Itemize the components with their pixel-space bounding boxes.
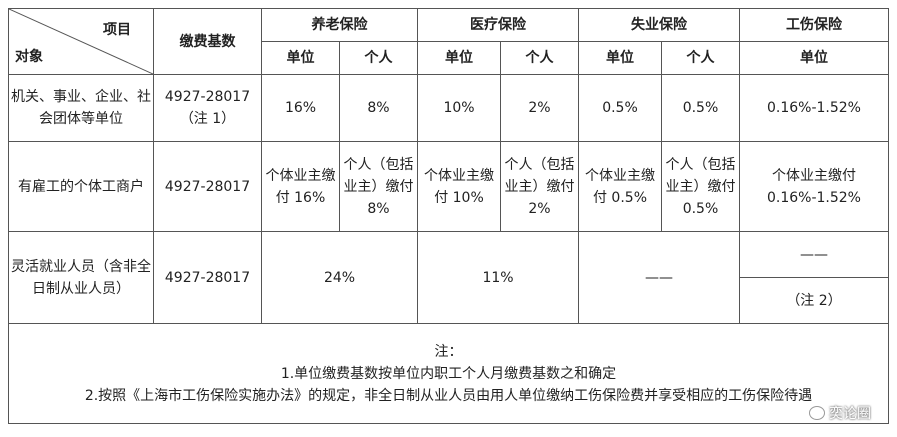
header-pension-unit: 单位 xyxy=(261,41,340,75)
row2-pension-unit: 个体业主缴付 16% xyxy=(261,141,340,232)
row3-unemp: —— xyxy=(578,231,740,324)
header-unemployment: 失业保险 xyxy=(578,8,740,42)
row3-injury-note: （注 2） xyxy=(739,277,889,324)
notes-cell: 注： 1.单位缴费基数按单位内职工个人月缴费基数之和确定 2.按照《上海市工伤保… xyxy=(8,323,889,424)
row3-injury-top: —— xyxy=(739,231,889,278)
row2-object: 有雇工的个体工商户 xyxy=(8,141,154,232)
row3-pension: 24% xyxy=(261,231,418,324)
header-injury: 工伤保险 xyxy=(739,8,889,42)
table-row: 灵活就业人员（含非全日制从业人员） 4927-28017 24% 11% —— … xyxy=(8,231,889,324)
row2-medical-personal: 个人（包括业主）缴付 2% xyxy=(500,141,579,232)
diagonal-line xyxy=(9,9,153,74)
row1-medical-personal: 2% xyxy=(500,74,579,142)
row3-object: 灵活就业人员（含非全日制从业人员） xyxy=(8,231,154,324)
header-pension-personal: 个人 xyxy=(339,41,418,75)
row1-base-note: （注 1） xyxy=(179,111,236,127)
header-unemp-personal: 个人 xyxy=(661,41,740,75)
row2-medical-unit: 个体业主缴付 10% xyxy=(417,141,501,232)
row2-injury-unit: 个体业主缴付 0.16%-1.52% xyxy=(739,141,889,232)
watermark: 奕论圈 xyxy=(809,403,871,423)
insurance-table: 项目 对象 缴费基数 养老保险 医疗保险 失业保险 工伤保险 单位 个人 单位 … xyxy=(8,8,889,424)
row1-medical-unit: 10% xyxy=(417,74,501,142)
row2-unemp-unit: 个体业主缴付 0.5% xyxy=(578,141,662,232)
header-item-label: 项目 xyxy=(103,22,131,38)
row1-unemp-personal: 0.5% xyxy=(661,74,740,142)
header-diagonal-cell: 项目 对象 xyxy=(8,8,154,75)
header-medical-unit: 单位 xyxy=(417,41,501,75)
note-2: 2.按照《上海市工伤保险实施办法》的规定，非全日制从业人员由用人单位缴纳工伤保险… xyxy=(84,387,813,404)
row1-unemp-unit: 0.5% xyxy=(578,74,662,142)
row2-base: 4927-28017 xyxy=(153,141,262,232)
row1-object: 机关、事业、企业、社会团体等单位 xyxy=(8,74,154,142)
row3-medical: 11% xyxy=(417,231,579,324)
header-medical: 医疗保险 xyxy=(417,8,579,42)
row2-unemp-personal: 个人（包括业主）缴付 0.5% xyxy=(661,141,740,232)
table-row: 有雇工的个体工商户 4927-28017 个体业主缴付 16% 个人（包括业主）… xyxy=(8,141,889,232)
notes-title: 注： xyxy=(434,343,463,360)
header-unemp-unit: 单位 xyxy=(578,41,662,75)
row3-base: 4927-28017 xyxy=(153,231,262,324)
wechat-bubble-icon xyxy=(809,406,825,420)
header-base: 缴费基数 xyxy=(153,8,262,75)
row1-pension-personal: 8% xyxy=(339,74,418,142)
watermark-text: 奕论圈 xyxy=(829,406,871,422)
row1-base: 4927-28017 （注 1） xyxy=(153,74,262,142)
header-medical-personal: 个人 xyxy=(500,41,579,75)
header-pension: 养老保险 xyxy=(261,8,418,42)
header-injury-unit: 单位 xyxy=(739,41,889,75)
header-object-label: 对象 xyxy=(15,49,43,65)
row2-pension-personal: 个人（包括业主）缴付 8% xyxy=(339,141,418,232)
row1-base-value: 4927-28017 xyxy=(164,89,251,105)
note-1: 1.单位缴费基数按单位内职工个人月缴费基数之和确定 xyxy=(280,365,617,382)
row1-injury-unit: 0.16%-1.52% xyxy=(739,74,889,142)
table-row: 机关、事业、企业、社会团体等单位 4927-28017 （注 1） 16% 8%… xyxy=(8,74,889,142)
row1-pension-unit: 16% xyxy=(261,74,340,142)
